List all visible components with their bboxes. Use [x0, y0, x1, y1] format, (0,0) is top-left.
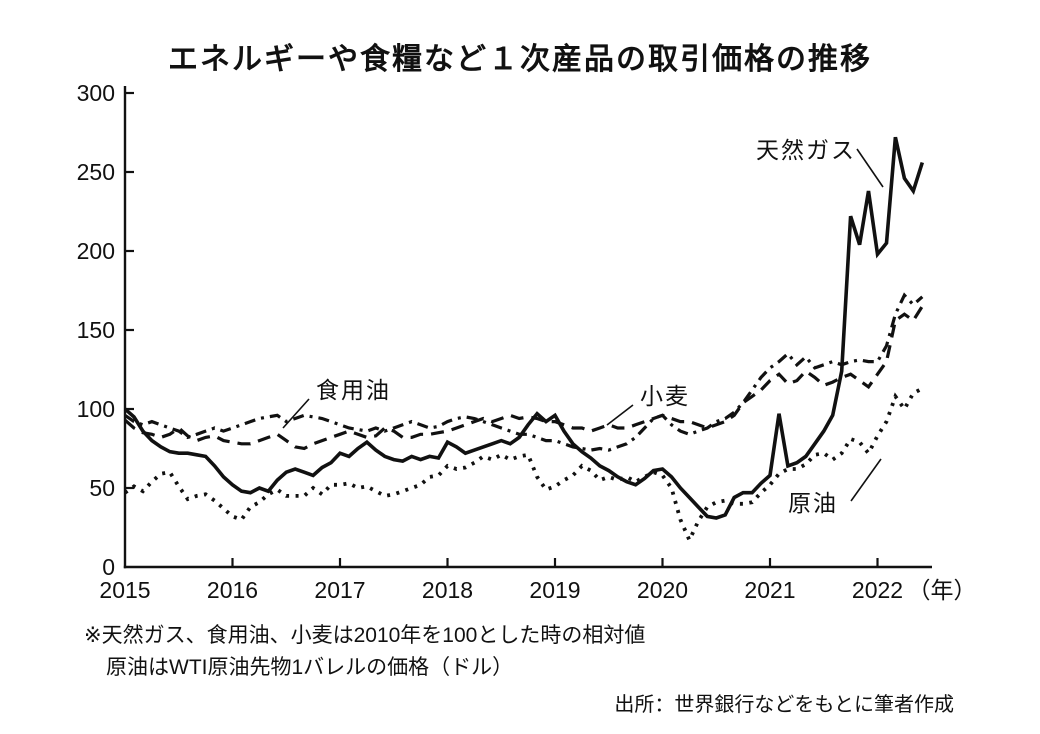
y-tick-label: 100 — [77, 396, 115, 422]
y-tick-label: 300 — [77, 80, 115, 106]
series-line-wheat — [123, 305, 924, 451]
series-label-pointer — [850, 458, 882, 502]
chart-title: エネルギーや食糧など１次産品の取引価格の推移 — [168, 43, 872, 76]
footnote-crude-price: 原油はWTI原油先物1バレルの価格（ドル） — [106, 655, 514, 679]
series-label-text: 原油 — [788, 490, 838, 516]
series-label-pointer — [606, 404, 634, 426]
axes: 0 50 100 150 200 250 300 2015 2016 2017 2018 2019 20… — [77, 80, 977, 603]
x-tick-label: 2021 — [744, 577, 795, 603]
series-line-crude-oil — [123, 386, 924, 545]
series-label-crude-oil: 原油 — [788, 458, 882, 516]
x-tick-label: 2020 — [637, 577, 688, 603]
y-tick-label: 250 — [77, 159, 115, 185]
series-label-wheat: 小麦 — [606, 383, 690, 426]
series-line-edible-oil — [124, 292, 924, 452]
y-tick-label: 0 — [102, 554, 115, 580]
series-label-natural-gas: 天然ガス — [756, 137, 884, 188]
series-label-pointer — [282, 398, 310, 429]
series-label-pointer — [856, 148, 884, 188]
x-tick-label: 2017 — [314, 577, 365, 603]
source-credit: 出所：世界銀行などをもとに筆者作成 — [614, 694, 954, 716]
series-label-text: 天然ガス — [756, 137, 856, 163]
footnotes: ※天然ガス、食用油、小麦は2010年を100とした時の相対値 原油はWTI原油先… — [84, 620, 645, 683]
series-label-text: 小麦 — [640, 383, 690, 409]
x-tick-label: 2018 — [422, 577, 473, 603]
x-tick-label: 2022 — [852, 577, 903, 603]
series-label-text: 食用油 — [316, 377, 391, 403]
series-line-natural-gas — [123, 136, 925, 520]
x-axis-unit-label: （年） — [908, 577, 977, 603]
x-tick-label: 2015 — [99, 577, 150, 603]
footnote-relative-values: ※天然ガス、食用油、小麦は2010年を100とした時の相対値 — [84, 624, 646, 647]
y-tick-label: 150 — [77, 317, 115, 343]
x-tick-label: 2019 — [529, 577, 580, 603]
series-label-edible-oil: 食用油 — [282, 377, 391, 429]
x-tick-label: 2016 — [207, 577, 258, 603]
y-tick-label: 200 — [77, 238, 115, 264]
y-tick-label: 50 — [89, 475, 115, 501]
